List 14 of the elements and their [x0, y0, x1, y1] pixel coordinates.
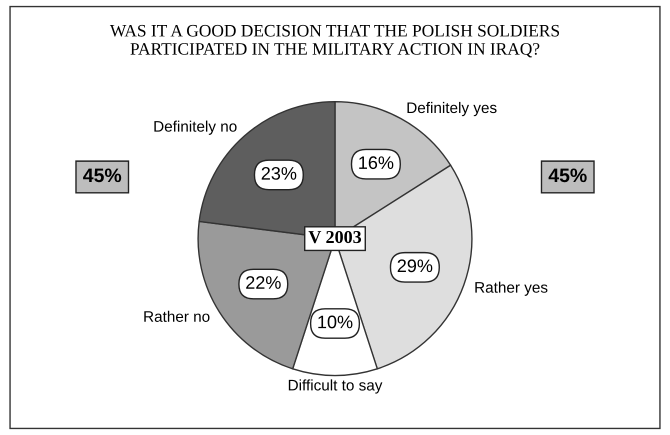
slice-label: Definitely yes [407, 102, 497, 116]
slice-label: Difficult to say [288, 379, 382, 394]
data-label: 29% [398, 259, 432, 272]
chart-title: WAS IT A GOOD DECISION THAT THE POLISH SOLDIERS PARTICIPATED IN THE MILITARY ACTION IN IRAQ? [110, 24, 560, 58]
text: 45% [83, 168, 122, 182]
data-label: 10% [318, 316, 352, 328]
slice-label: Definitely no [154, 120, 237, 135]
slice-label: Rather no [144, 310, 210, 322]
text: V 2003 [308, 230, 362, 244]
slice-label: Rather yes [475, 282, 548, 296]
data-label: 22% [246, 276, 281, 289]
text: 45% [548, 168, 587, 182]
data-label: 16% [359, 156, 394, 170]
data-label: 23% [262, 166, 296, 180]
